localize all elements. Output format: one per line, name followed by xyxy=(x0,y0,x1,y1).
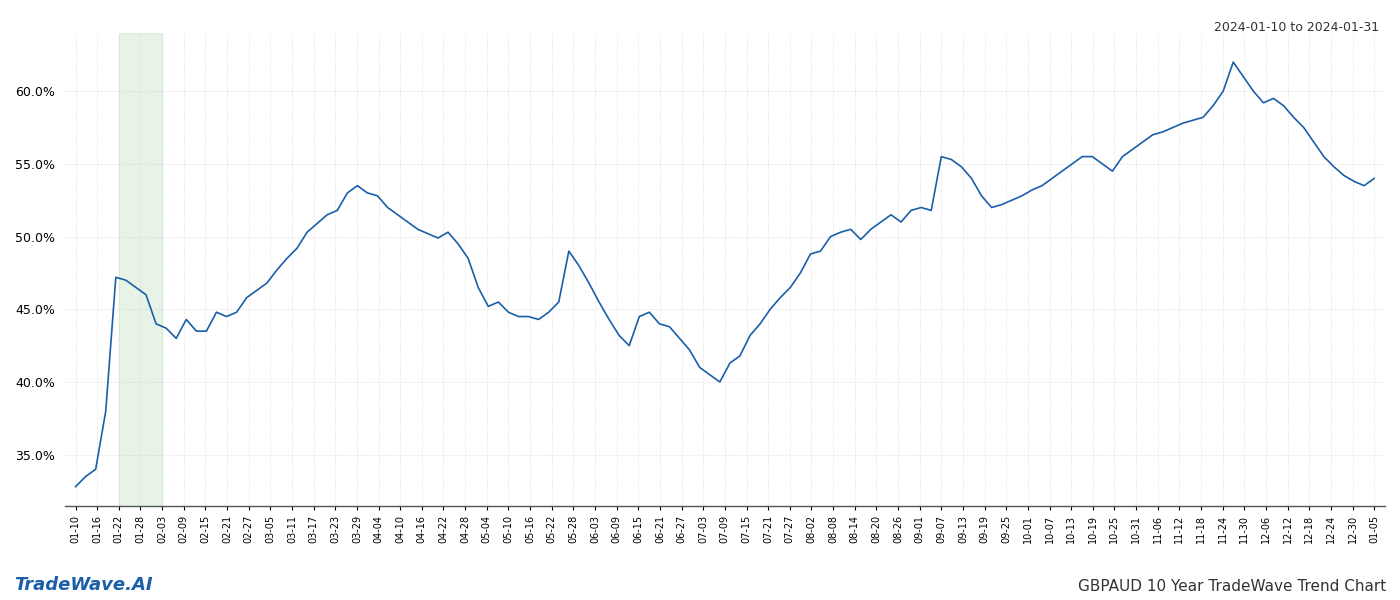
Text: 2024-01-10 to 2024-01-31: 2024-01-10 to 2024-01-31 xyxy=(1214,21,1379,34)
Text: GBPAUD 10 Year TradeWave Trend Chart: GBPAUD 10 Year TradeWave Trend Chart xyxy=(1078,579,1386,594)
Text: TradeWave.AI: TradeWave.AI xyxy=(14,576,153,594)
Bar xyxy=(119,33,162,506)
